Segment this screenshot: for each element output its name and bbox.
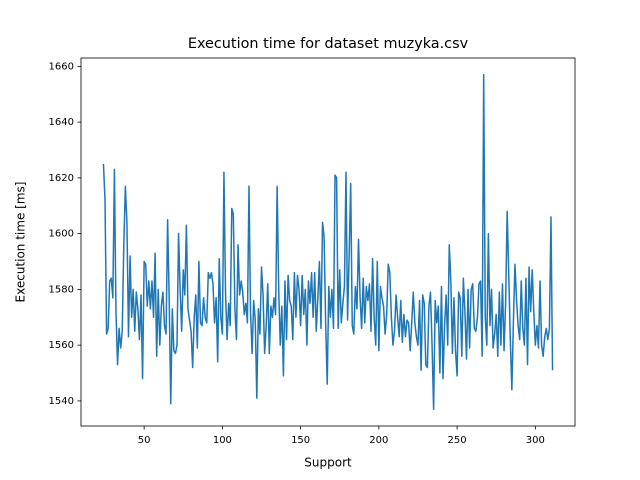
x-axis-label: Support xyxy=(304,456,352,470)
y-axis-label: Execution time [ms] xyxy=(14,182,28,303)
y-tick-label: 1540 xyxy=(49,396,74,407)
x-tick-label: 150 xyxy=(291,435,310,446)
x-tick-label: 250 xyxy=(448,435,467,446)
x-tick-label: 200 xyxy=(369,435,388,446)
y-tick-label: 1660 xyxy=(49,61,74,72)
x-tick-label: 100 xyxy=(213,435,232,446)
x-tick-label: 300 xyxy=(526,435,545,446)
y-tick-label: 1580 xyxy=(49,284,74,295)
x-tick-label: 50 xyxy=(138,435,151,446)
chart-title: Execution time for dataset muzyka.csv xyxy=(188,36,469,52)
data-line xyxy=(102,73,554,411)
y-tick-label: 1640 xyxy=(49,117,74,128)
y-tick-label: 1560 xyxy=(49,340,74,351)
y-tick-label: 1600 xyxy=(49,229,74,240)
plot-frame xyxy=(80,57,576,427)
y-tick-label: 1620 xyxy=(49,173,74,184)
